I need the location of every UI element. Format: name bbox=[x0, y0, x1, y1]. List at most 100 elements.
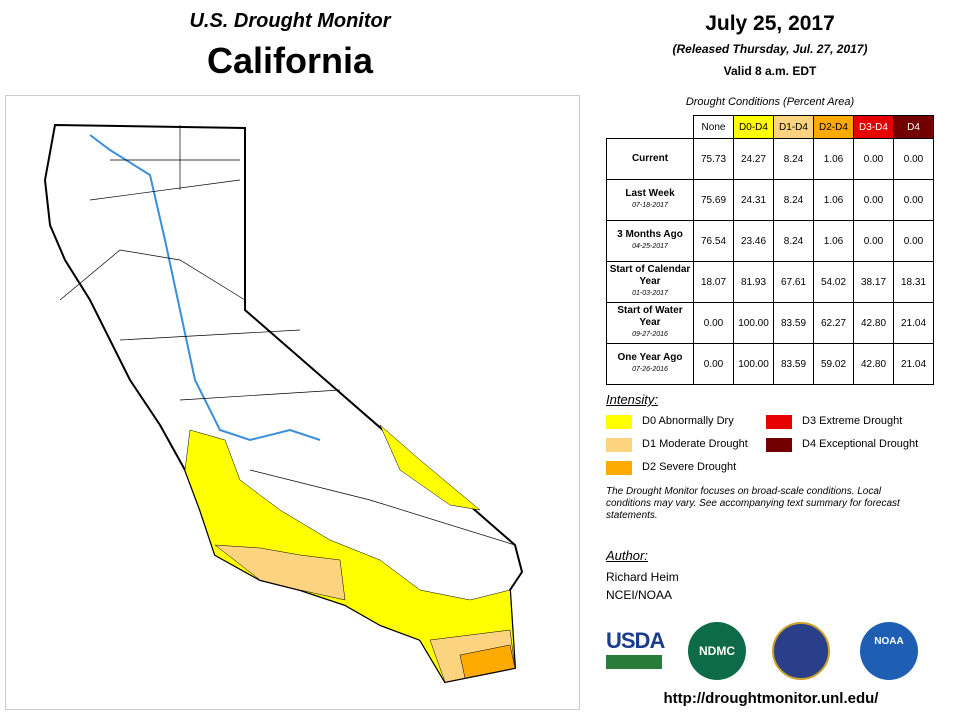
cell-value: 21.04 bbox=[893, 343, 934, 385]
cell-value: 0.00 bbox=[853, 220, 894, 262]
cell-value: 0.00 bbox=[693, 343, 734, 385]
cell-value: 100.00 bbox=[733, 302, 774, 344]
row-name: One Year Ago bbox=[617, 352, 683, 363]
cell-value: 1.06 bbox=[813, 220, 854, 262]
table-row: Start of Water Year 09-27-2016 0.00 100.00 8… bbox=[606, 302, 934, 344]
legend-label: D4 Exceptional Drought bbox=[802, 438, 919, 450]
cell-value: 24.31 bbox=[733, 179, 774, 221]
released: (Released Thursday, Jul. 27, 2017) bbox=[672, 42, 868, 56]
row-date: 07-18-2017 bbox=[632, 202, 668, 209]
cell-value: 8.24 bbox=[773, 138, 814, 180]
cell-value: 23.46 bbox=[733, 220, 774, 262]
column-header: D1-D4 bbox=[773, 115, 814, 139]
row-label: Current bbox=[606, 138, 694, 180]
valid: Valid 8 a.m. EDT bbox=[723, 64, 817, 78]
date: July 25, 2017 bbox=[705, 12, 835, 35]
cell-value: 8.24 bbox=[773, 179, 814, 221]
d0-area bbox=[379, 424, 481, 511]
note: The Drought Monitor focuses on broad-sca… bbox=[606, 486, 900, 521]
noaa-logo: NOAA bbox=[860, 622, 918, 680]
commerce-logo bbox=[772, 622, 830, 680]
cell-value: 42.80 bbox=[853, 302, 894, 344]
cell-value: 100.00 bbox=[733, 343, 774, 385]
legend-label: D1 Moderate Drought bbox=[642, 438, 748, 450]
row-date: 07-26-2016 bbox=[632, 366, 668, 373]
table-row: Start of Calendar Year 01-03-2017 18.07 81.… bbox=[606, 261, 934, 303]
author-name: Richard Heim bbox=[606, 570, 679, 584]
usda-stripe bbox=[606, 655, 662, 669]
region: California bbox=[206, 40, 374, 81]
column-header: D2-D4 bbox=[813, 115, 854, 139]
cell-value: 21.04 bbox=[893, 302, 934, 344]
cell-value: 83.59 bbox=[773, 343, 814, 385]
legend-swatch bbox=[606, 415, 632, 429]
ndmc-logo: NDMC bbox=[688, 622, 746, 680]
row-date: 04-25-2017 bbox=[632, 243, 668, 250]
legend-label: D0 Abnormally Dry bbox=[642, 415, 734, 427]
map bbox=[5, 95, 580, 710]
cell-value: 0.00 bbox=[853, 179, 894, 221]
legend-label: D2 Severe Drought bbox=[642, 461, 737, 473]
corner bbox=[607, 116, 694, 139]
usda-logo: USDA bbox=[606, 628, 665, 653]
cell-value: 1.06 bbox=[813, 138, 854, 180]
cell-value: 83.59 bbox=[773, 302, 814, 344]
row-name: Current bbox=[631, 153, 669, 164]
cell-value: 59.02 bbox=[813, 343, 854, 385]
row-label: Start of Water Year 09-27-2016 bbox=[606, 302, 694, 344]
author-title: Author: bbox=[606, 548, 648, 563]
cell-value: 0.00 bbox=[853, 138, 894, 180]
row-name: Last Week bbox=[625, 188, 675, 199]
conditions-table: None D0-D4 D1-D4 D2-D4 D3-D4 D4 Current 75.73 24… bbox=[606, 115, 934, 385]
cell-value: 18.31 bbox=[893, 261, 934, 303]
row-date: 01-03-2017 bbox=[632, 290, 668, 297]
d1-area bbox=[214, 544, 346, 601]
row-date: 09-27-2016 bbox=[632, 331, 668, 338]
legend-swatch bbox=[766, 438, 792, 452]
cell-value: 8.24 bbox=[773, 220, 814, 262]
cell-value: 1.06 bbox=[813, 179, 854, 221]
county-lines bbox=[59, 125, 516, 546]
cell-value: 0.00 bbox=[893, 179, 934, 221]
cell-value: 42.80 bbox=[853, 343, 894, 385]
cell-value: 38.17 bbox=[853, 261, 894, 303]
legend-label: D3 Extreme Drought bbox=[802, 415, 903, 427]
table-row: One Year Ago 07-26-2016 0.00 100.00 83.59 59.… bbox=[606, 343, 934, 385]
row-label: 3 Months Ago 04-25-2017 bbox=[606, 220, 694, 262]
table-row: Last Week 07-18-2017 75.69 24.31 8.24 1.06 0.0… bbox=[606, 179, 934, 221]
cell-value: 0.00 bbox=[693, 302, 734, 344]
legend-swatch bbox=[606, 461, 632, 475]
row-label: One Year Ago 07-26-2016 bbox=[606, 343, 694, 385]
cell-value: 24.27 bbox=[733, 138, 774, 180]
cell-value: 75.73 bbox=[693, 138, 734, 180]
row-name: 3 Months Ago bbox=[617, 229, 683, 240]
url[interactable]: http://droughtmonitor.unl.edu/ bbox=[663, 690, 879, 707]
header-row: None D0-D4 D1-D4 D2-D4 D3-D4 D4 bbox=[607, 115, 934, 139]
cell-value: 18.07 bbox=[693, 261, 734, 303]
author-org: NCEI/NOAA bbox=[606, 588, 673, 602]
d2-area bbox=[459, 644, 516, 679]
title: U.S. Drought Monitor bbox=[189, 10, 391, 32]
column-header: None bbox=[693, 115, 734, 139]
legend-title: Intensity: bbox=[606, 392, 659, 407]
cell-value: 81.93 bbox=[733, 261, 774, 303]
cell-value: 76.54 bbox=[693, 220, 734, 262]
cell-value: 62.27 bbox=[813, 302, 854, 344]
table-row: Current 75.73 24.27 8.24 1.06 0.00 0.00 bbox=[606, 138, 934, 180]
table-caption: Drought Conditions (Percent Area) bbox=[685, 96, 855, 108]
cell-value: 67.61 bbox=[773, 261, 814, 303]
cell-value: 0.00 bbox=[893, 220, 934, 262]
row-name: Start of Water Year bbox=[617, 305, 683, 328]
legend-swatch bbox=[766, 415, 792, 429]
column-header: D4 bbox=[893, 115, 934, 139]
cell-value: 75.69 bbox=[693, 179, 734, 221]
cell-value: 54.02 bbox=[813, 261, 854, 303]
table-row: 3 Months Ago 04-25-2017 76.54 23.46 8.24 1.06… bbox=[606, 220, 934, 262]
row-name: Start of Calendar Year bbox=[609, 264, 691, 287]
column-header: D3-D4 bbox=[853, 115, 894, 139]
row-label: Start of Calendar Year 01-03-2017 bbox=[606, 261, 694, 303]
column-header: D0-D4 bbox=[733, 115, 774, 139]
cell-value: 0.00 bbox=[893, 138, 934, 180]
river bbox=[89, 134, 321, 442]
